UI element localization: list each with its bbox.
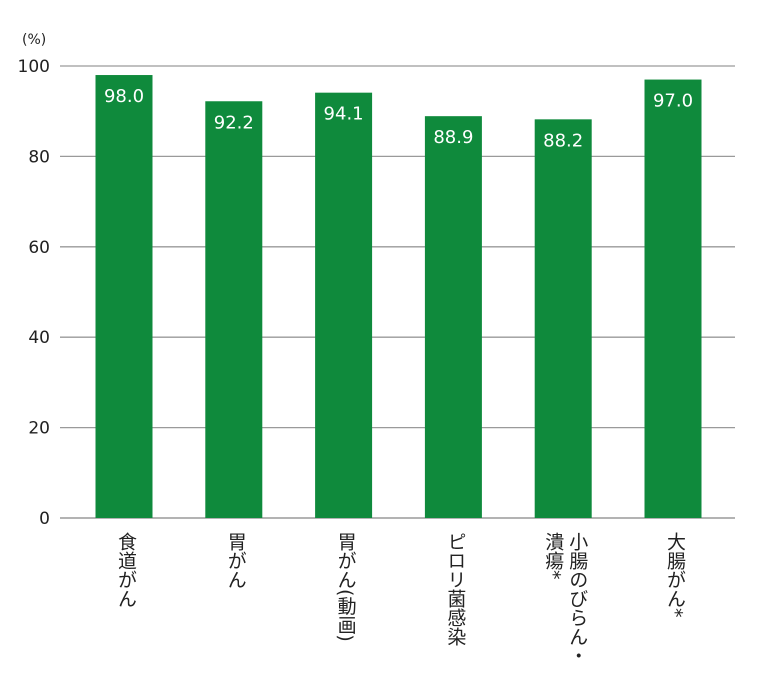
y-tick-label: 60	[28, 238, 50, 258]
bar-value-label: 97.0	[653, 91, 693, 112]
bar-value-labels: 98.0 92.2 94.1 88.9 88.2 97.0	[104, 86, 693, 151]
y-tick-label: 20	[28, 419, 50, 439]
x-category-label: 大腸がん*	[664, 532, 686, 618]
x-category-label: 食道がん	[115, 532, 137, 608]
bar	[534, 119, 592, 518]
y-tick-label: 0	[39, 509, 50, 529]
bar-value-label: 88.2	[543, 130, 583, 151]
x-category-label: 胃がん	[224, 532, 247, 589]
y-axis-unit: (%)	[22, 32, 46, 48]
bar	[644, 79, 702, 518]
bar	[424, 116, 482, 518]
bar-value-label: 92.2	[214, 112, 254, 133]
gridlines	[60, 65, 735, 519]
bar-value-label: 98.0	[104, 86, 144, 107]
bar	[95, 75, 153, 518]
bar	[315, 92, 373, 518]
y-axis-ticks: 0 20 40 60 80 100	[18, 57, 50, 529]
bar	[205, 101, 263, 519]
bars	[95, 75, 702, 519]
x-category-label: ピロリ菌感染	[444, 532, 467, 646]
x-category-label: 胃がん(動画)	[334, 532, 357, 642]
y-tick-label: 80	[28, 147, 50, 167]
x-category-label: 小腸のびらん・ 潰瘍*	[542, 532, 589, 665]
bar-value-label: 94.1	[324, 104, 364, 125]
y-tick-label: 40	[28, 328, 50, 348]
y-tick-label: 100	[18, 57, 50, 77]
bar-value-label: 88.9	[433, 127, 473, 148]
